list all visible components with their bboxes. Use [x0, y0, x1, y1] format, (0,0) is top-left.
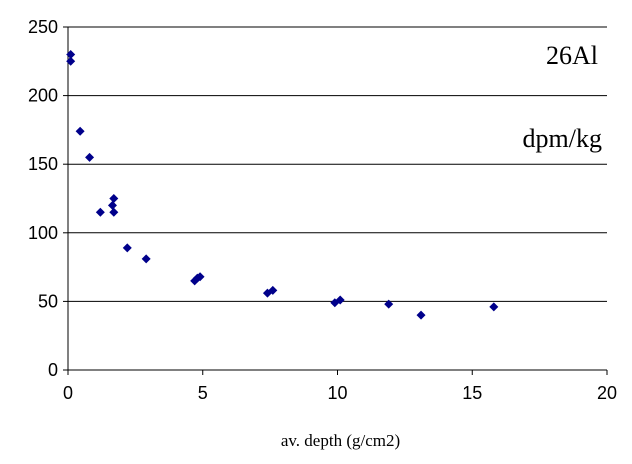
x-tick-label-3: 15: [462, 383, 482, 403]
y-tick-label-2: 100: [28, 223, 58, 243]
data-point-1: [66, 56, 76, 66]
y-tick-label-4: 200: [28, 86, 58, 106]
data-point-8: [122, 243, 132, 253]
data-point-0: [66, 49, 76, 59]
y-tick-label-0: 0: [48, 360, 58, 380]
x-tick-label-1: 5: [198, 383, 208, 403]
data-point-16: [335, 295, 345, 305]
data-point-12: [195, 272, 205, 282]
data-point-14: [268, 285, 278, 295]
y-tick-label-3: 150: [28, 154, 58, 174]
y-tick-label-5: 250: [28, 17, 58, 37]
tick-labels: 0 50 100 150 200 250 0 5 10 15 20: [28, 17, 617, 403]
data-point-5: [107, 200, 117, 210]
data-point-7: [109, 207, 119, 217]
data-point-2: [75, 126, 85, 136]
data-point-3: [85, 152, 95, 162]
data-points: [66, 49, 499, 320]
data-point-19: [489, 302, 499, 312]
y-tick-label-1: 50: [38, 291, 58, 311]
axes: [63, 26, 608, 375]
x-tick-label-2: 10: [327, 383, 347, 403]
annotation-units: dpm/kg: [523, 124, 602, 153]
data-point-6: [109, 194, 119, 203]
x-axis-label: av. depth (g/cm2): [281, 431, 400, 450]
data-point-4: [95, 207, 105, 217]
data-point-9: [141, 254, 151, 264]
annotation-isotope: 26Al: [546, 41, 598, 70]
x-tick-label-0: 0: [63, 383, 73, 403]
gridlines: [68, 26, 607, 302]
data-point-17: [384, 299, 394, 309]
data-point-18: [416, 310, 426, 320]
x-tick-label-4: 20: [597, 383, 617, 403]
